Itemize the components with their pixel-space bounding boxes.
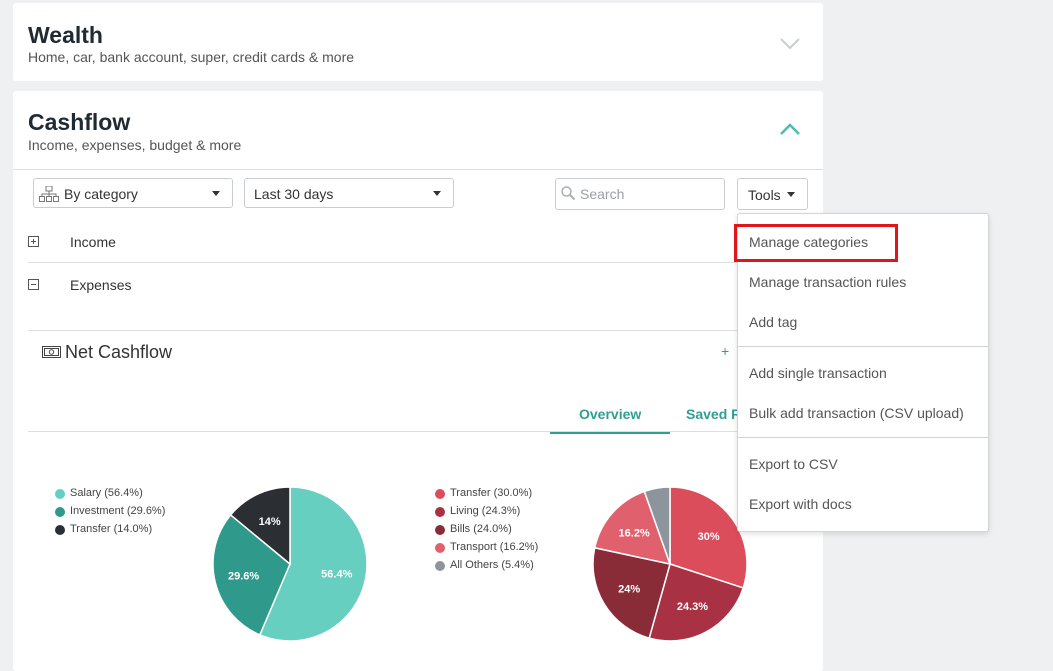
- menu-divider: [738, 346, 988, 347]
- legend-text: Salary (56.4%): [70, 487, 143, 499]
- net-cashflow-title: Net Cashflow: [65, 342, 173, 362]
- pie-slice-living[interactable]: [648, 563, 745, 642]
- period-select[interactable]: Last 30 days: [244, 178, 454, 208]
- menu-item-add-tag[interactable]: Add tag: [749, 314, 798, 330]
- divider: [28, 431, 738, 432]
- legend-swatch: [435, 543, 445, 553]
- period-value: Last 30 days: [254, 186, 334, 202]
- row-label: Income: [70, 234, 116, 250]
- pie-slice-label: 14%: [259, 516, 281, 528]
- expense-pie-chart: 30% 24.3% 24% 16.2%: [592, 486, 748, 642]
- caret-down-icon: [212, 191, 220, 196]
- legend-swatch: [435, 525, 445, 535]
- highlight-box: [734, 224, 898, 262]
- pie-slice-all-others[interactable]: [643, 486, 671, 565]
- pie-slice-label: 29.6%: [228, 570, 259, 582]
- menu-item-bulk-add-transaction[interactable]: Bulk add transaction (CSV upload): [749, 405, 964, 421]
- legend-swatch: [55, 507, 65, 517]
- menu-item-export-csv[interactable]: Export to CSV: [749, 456, 838, 472]
- search-box[interactable]: [555, 178, 725, 210]
- legend-swatch: [435, 507, 445, 517]
- legend-text: Transport (16.2%): [450, 541, 539, 553]
- search-icon: [561, 186, 576, 201]
- legend-text: Investment (29.6%): [70, 505, 166, 517]
- cashflow-subtitle: Income, expenses, budget & more: [28, 137, 242, 153]
- caret-down-icon: [787, 192, 795, 197]
- income-pie-chart: 56.4% 29.6% 14%: [212, 486, 368, 642]
- legend-text: Bills (24.0%): [450, 523, 512, 535]
- search-input[interactable]: [578, 185, 722, 203]
- pie-slice-label: 16.2%: [619, 527, 650, 539]
- tools-menu: Manage categories Manage transaction rul…: [737, 213, 989, 532]
- active-tab-indicator: [550, 431, 670, 434]
- pie-slice-investment[interactable]: [212, 513, 291, 636]
- cashflow-card: Cashflow Income, expenses, budget & more…: [13, 91, 823, 671]
- expand-plus-icon[interactable]: +: [721, 343, 730, 359]
- wealth-subtitle: Home, car, bank account, super, credit c…: [28, 49, 355, 65]
- pie-slice-bills[interactable]: [592, 546, 671, 640]
- group-by-value: By category: [64, 186, 138, 202]
- pie-slice-transfer[interactable]: [229, 486, 291, 566]
- tab-overview[interactable]: Overview: [579, 406, 642, 422]
- tools-button[interactable]: Tools: [737, 178, 808, 210]
- collapse-minus-icon[interactable]: [28, 279, 39, 290]
- row-label: Expenses: [70, 277, 132, 293]
- legend-swatch: [435, 489, 445, 499]
- pie-slice-label: 56.4%: [321, 569, 352, 581]
- pie-slice-label: 24.3%: [677, 601, 708, 613]
- divider: [28, 262, 738, 263]
- pie-slice-transfer[interactable]: [669, 486, 748, 589]
- legend-text: Living (24.3%): [450, 505, 521, 517]
- legend-swatch: [55, 525, 65, 535]
- expand-plus-icon[interactable]: [28, 236, 39, 247]
- legend-text: Transfer (30.0%): [450, 487, 533, 499]
- caret-down-icon: [433, 191, 441, 196]
- menu-item-add-single-transaction[interactable]: Add single transaction: [749, 365, 887, 381]
- tab-saved-reports[interactable]: Saved R: [686, 406, 742, 422]
- wealth-card[interactable]: Wealth Home, car, bank account, super, c…: [13, 3, 823, 81]
- chevron-down-icon[interactable]: [779, 37, 801, 51]
- cashflow-title: Cashflow: [28, 109, 131, 135]
- pie-slice-transport[interactable]: [593, 490, 672, 566]
- chevron-up-icon[interactable]: [779, 122, 801, 136]
- legend-text: All Others (5.4%): [450, 559, 534, 571]
- group-by-select[interactable]: By category: [33, 178, 233, 208]
- divider: [13, 169, 823, 170]
- divider: [28, 330, 738, 331]
- pie-slice-salary[interactable]: [258, 486, 368, 642]
- wealth-title: Wealth: [28, 22, 103, 48]
- menu-divider: [738, 437, 988, 438]
- legend-swatch: [435, 561, 445, 571]
- hierarchy-icon: [39, 186, 59, 202]
- tools-label: Tools: [748, 187, 781, 203]
- pie-slice-label: 24%: [618, 584, 640, 596]
- banknote-icon: [42, 346, 61, 358]
- menu-item-manage-categories[interactable]: Manage categories: [749, 234, 869, 250]
- pie-slice-label: 30%: [698, 531, 720, 543]
- menu-item-manage-transaction-rules[interactable]: Manage transaction rules: [749, 274, 907, 290]
- menu-item-export-with-docs[interactable]: Export with docs: [749, 496, 852, 512]
- legend-swatch: [55, 489, 65, 499]
- legend-text: Transfer (14.0%): [70, 523, 153, 535]
